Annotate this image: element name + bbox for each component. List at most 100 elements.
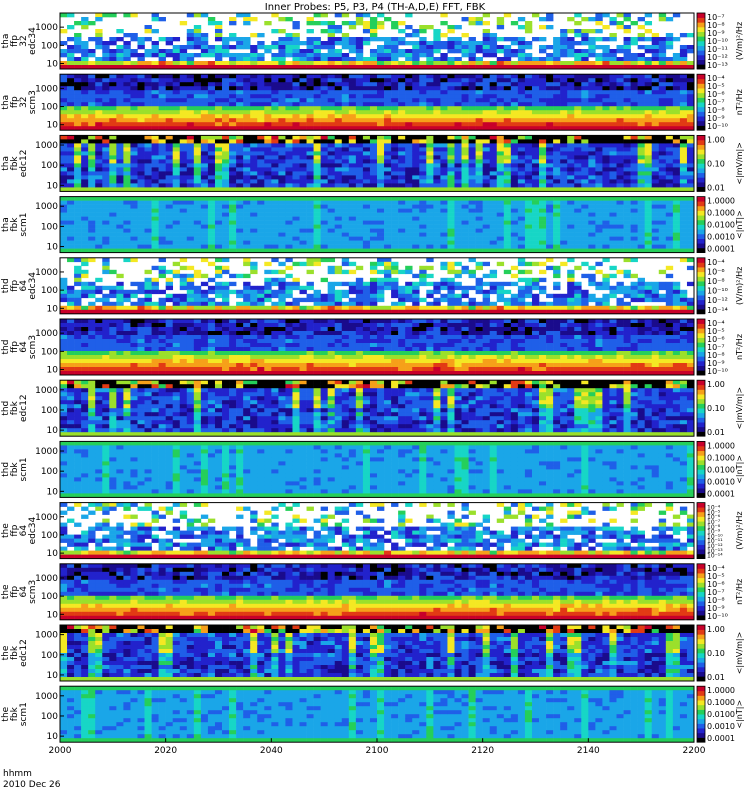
heatmap-cell <box>384 151 392 156</box>
heatmap-cell <box>320 118 328 123</box>
heatmap-cell <box>130 74 138 79</box>
heatmap-cell <box>630 78 638 83</box>
heatmap-cell <box>475 65 483 70</box>
heatmap-cell <box>327 37 336 42</box>
heatmap-cell <box>595 171 603 176</box>
heatmap-cell <box>574 13 582 18</box>
heatmap-cell <box>67 106 75 111</box>
heatmap-cell <box>482 37 491 42</box>
heatmap-cell <box>200 196 209 201</box>
heatmap-cell <box>109 236 117 241</box>
heatmap-cell <box>278 216 286 221</box>
heatmap-cell <box>320 151 328 156</box>
heatmap-cell <box>510 220 519 225</box>
heatmap-cell <box>137 122 145 127</box>
heatmap-cell <box>88 98 96 103</box>
heatmap-cell <box>447 74 455 79</box>
heatmap-cell <box>243 53 251 58</box>
heatmap-cell <box>207 212 216 217</box>
heatmap-cell <box>454 65 462 70</box>
heatmap-cell <box>250 285 258 291</box>
heatmap-cell <box>214 212 223 217</box>
heatmap-cell <box>151 208 159 213</box>
heatmap-cell <box>137 98 145 103</box>
heatmap-cell <box>229 200 237 205</box>
heatmap-cell <box>616 61 624 66</box>
heatmap-cell <box>539 216 547 221</box>
heatmap-cell <box>531 74 540 79</box>
heatmap-cell <box>531 228 540 233</box>
heatmap-cell <box>553 236 561 241</box>
heatmap-cell <box>369 232 378 237</box>
heatmap-cell <box>560 135 568 140</box>
heatmap-cell <box>510 151 519 156</box>
heatmap-cell <box>116 37 124 42</box>
heatmap-cell <box>60 110 68 115</box>
heatmap-cell <box>250 163 258 168</box>
heatmap-cell <box>74 110 82 115</box>
heatmap-cell <box>313 13 321 18</box>
heatmap-cell <box>158 305 166 311</box>
heatmap-cell <box>616 139 624 144</box>
heatmap-cell <box>595 236 603 241</box>
heatmap-cell <box>503 143 512 148</box>
heatmap-cell <box>461 94 469 99</box>
heatmap-cell <box>447 114 455 119</box>
heatmap-cell <box>292 167 300 172</box>
heatmap-cell <box>341 122 350 127</box>
heatmap-cell <box>60 196 68 201</box>
heatmap-cell <box>355 216 364 221</box>
heatmap-cell <box>560 53 568 58</box>
heatmap-cell <box>581 17 589 22</box>
heatmap-cell <box>172 114 181 119</box>
heatmap-cell <box>81 126 89 131</box>
heatmap-cell <box>102 248 110 253</box>
colorbar-step <box>697 17 705 23</box>
heatmap-cell <box>384 135 392 140</box>
heatmap-cell <box>651 236 660 241</box>
heatmap-cell <box>665 224 674 229</box>
heatmap-cell <box>369 61 378 66</box>
heatmap-cell <box>214 94 223 99</box>
heatmap-cell <box>88 183 96 188</box>
heatmap-cell <box>327 135 336 140</box>
heatmap-cell <box>574 74 582 79</box>
heatmap-cell <box>553 61 561 66</box>
heatmap-cell <box>489 151 498 156</box>
heatmap-cell <box>616 236 624 241</box>
heatmap-cell <box>109 208 117 213</box>
heatmap-cell <box>123 204 131 209</box>
heatmap-cell <box>313 212 321 217</box>
heatmap-cell <box>67 57 75 62</box>
heatmap-cell <box>447 216 455 221</box>
heatmap-cell <box>672 118 681 123</box>
heatmap-cell <box>630 74 638 79</box>
heatmap-cell <box>616 114 624 119</box>
heatmap-cell <box>179 49 188 54</box>
colorbar-tick-label: 10⁻¹³ <box>707 61 728 70</box>
heatmap-cell <box>644 94 653 99</box>
heatmap-cell <box>285 106 293 111</box>
heatmap-cell <box>109 309 117 315</box>
heatmap-cell <box>236 196 244 201</box>
heatmap-cell <box>630 122 638 127</box>
heatmap-cell <box>271 90 279 95</box>
heatmap-cell <box>567 179 575 184</box>
heatmap-cell <box>384 236 392 241</box>
heatmap-cell <box>348 240 357 245</box>
heatmap-cell <box>539 200 547 205</box>
heatmap-cell <box>158 98 166 103</box>
heatmap-cell <box>362 61 371 66</box>
heatmap-cell <box>165 200 174 205</box>
heatmap-cell <box>623 171 631 176</box>
heatmap-cell <box>503 159 512 164</box>
heatmap-cell <box>67 86 75 91</box>
heatmap-cell <box>313 135 321 140</box>
heatmap-cell <box>130 159 138 164</box>
heatmap-cell <box>74 301 82 307</box>
heatmap-cell <box>109 216 117 221</box>
heatmap-cell <box>214 269 223 275</box>
heatmap-cell <box>496 57 505 62</box>
heatmap-cell <box>602 49 610 54</box>
heatmap-cell <box>222 228 230 233</box>
